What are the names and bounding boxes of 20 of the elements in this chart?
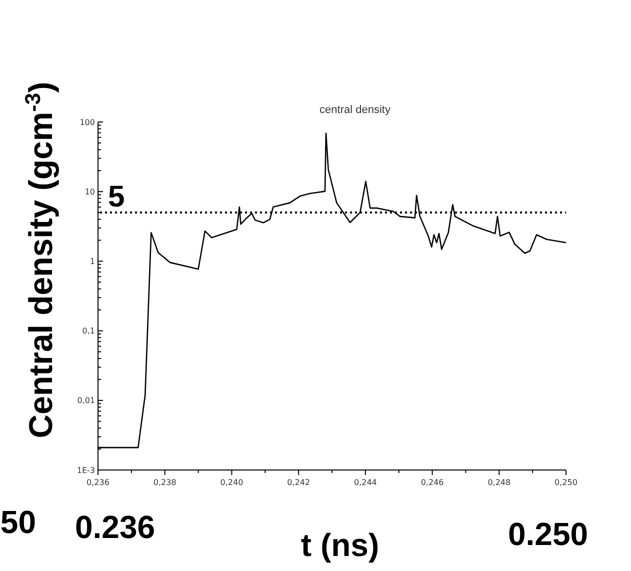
x-axis-title: t (ns) [300, 527, 380, 563]
text: 0.250 [508, 516, 588, 552]
y-tick-label: 1E-3 [76, 466, 95, 475]
text: 50 [0, 504, 36, 540]
x-tick-label: 0,248 [488, 478, 511, 487]
x-tick-label: 0,240 [220, 478, 244, 487]
y-tick-label: 100 [80, 118, 95, 127]
y-tick-label: 0,01 [77, 396, 95, 406]
x-tick-label: 0,238 [153, 478, 176, 487]
chart-title: central density [320, 104, 391, 116]
y-tick-label: 0,1 [82, 326, 95, 336]
x-tick-label: 0,244 [354, 478, 377, 487]
x-tick-label: 0,250 [554, 478, 578, 487]
x-tick-label: 0,246 [420, 478, 444, 487]
x-tick-label: 0,236 [86, 478, 110, 487]
ref-line-label: 5 [108, 180, 125, 214]
text: 0.236 [74, 509, 156, 545]
x-tick-label: 0,242 [287, 478, 310, 487]
y-tick-label: 10 [84, 187, 95, 196]
y-tick-label: 1 [90, 257, 95, 266]
